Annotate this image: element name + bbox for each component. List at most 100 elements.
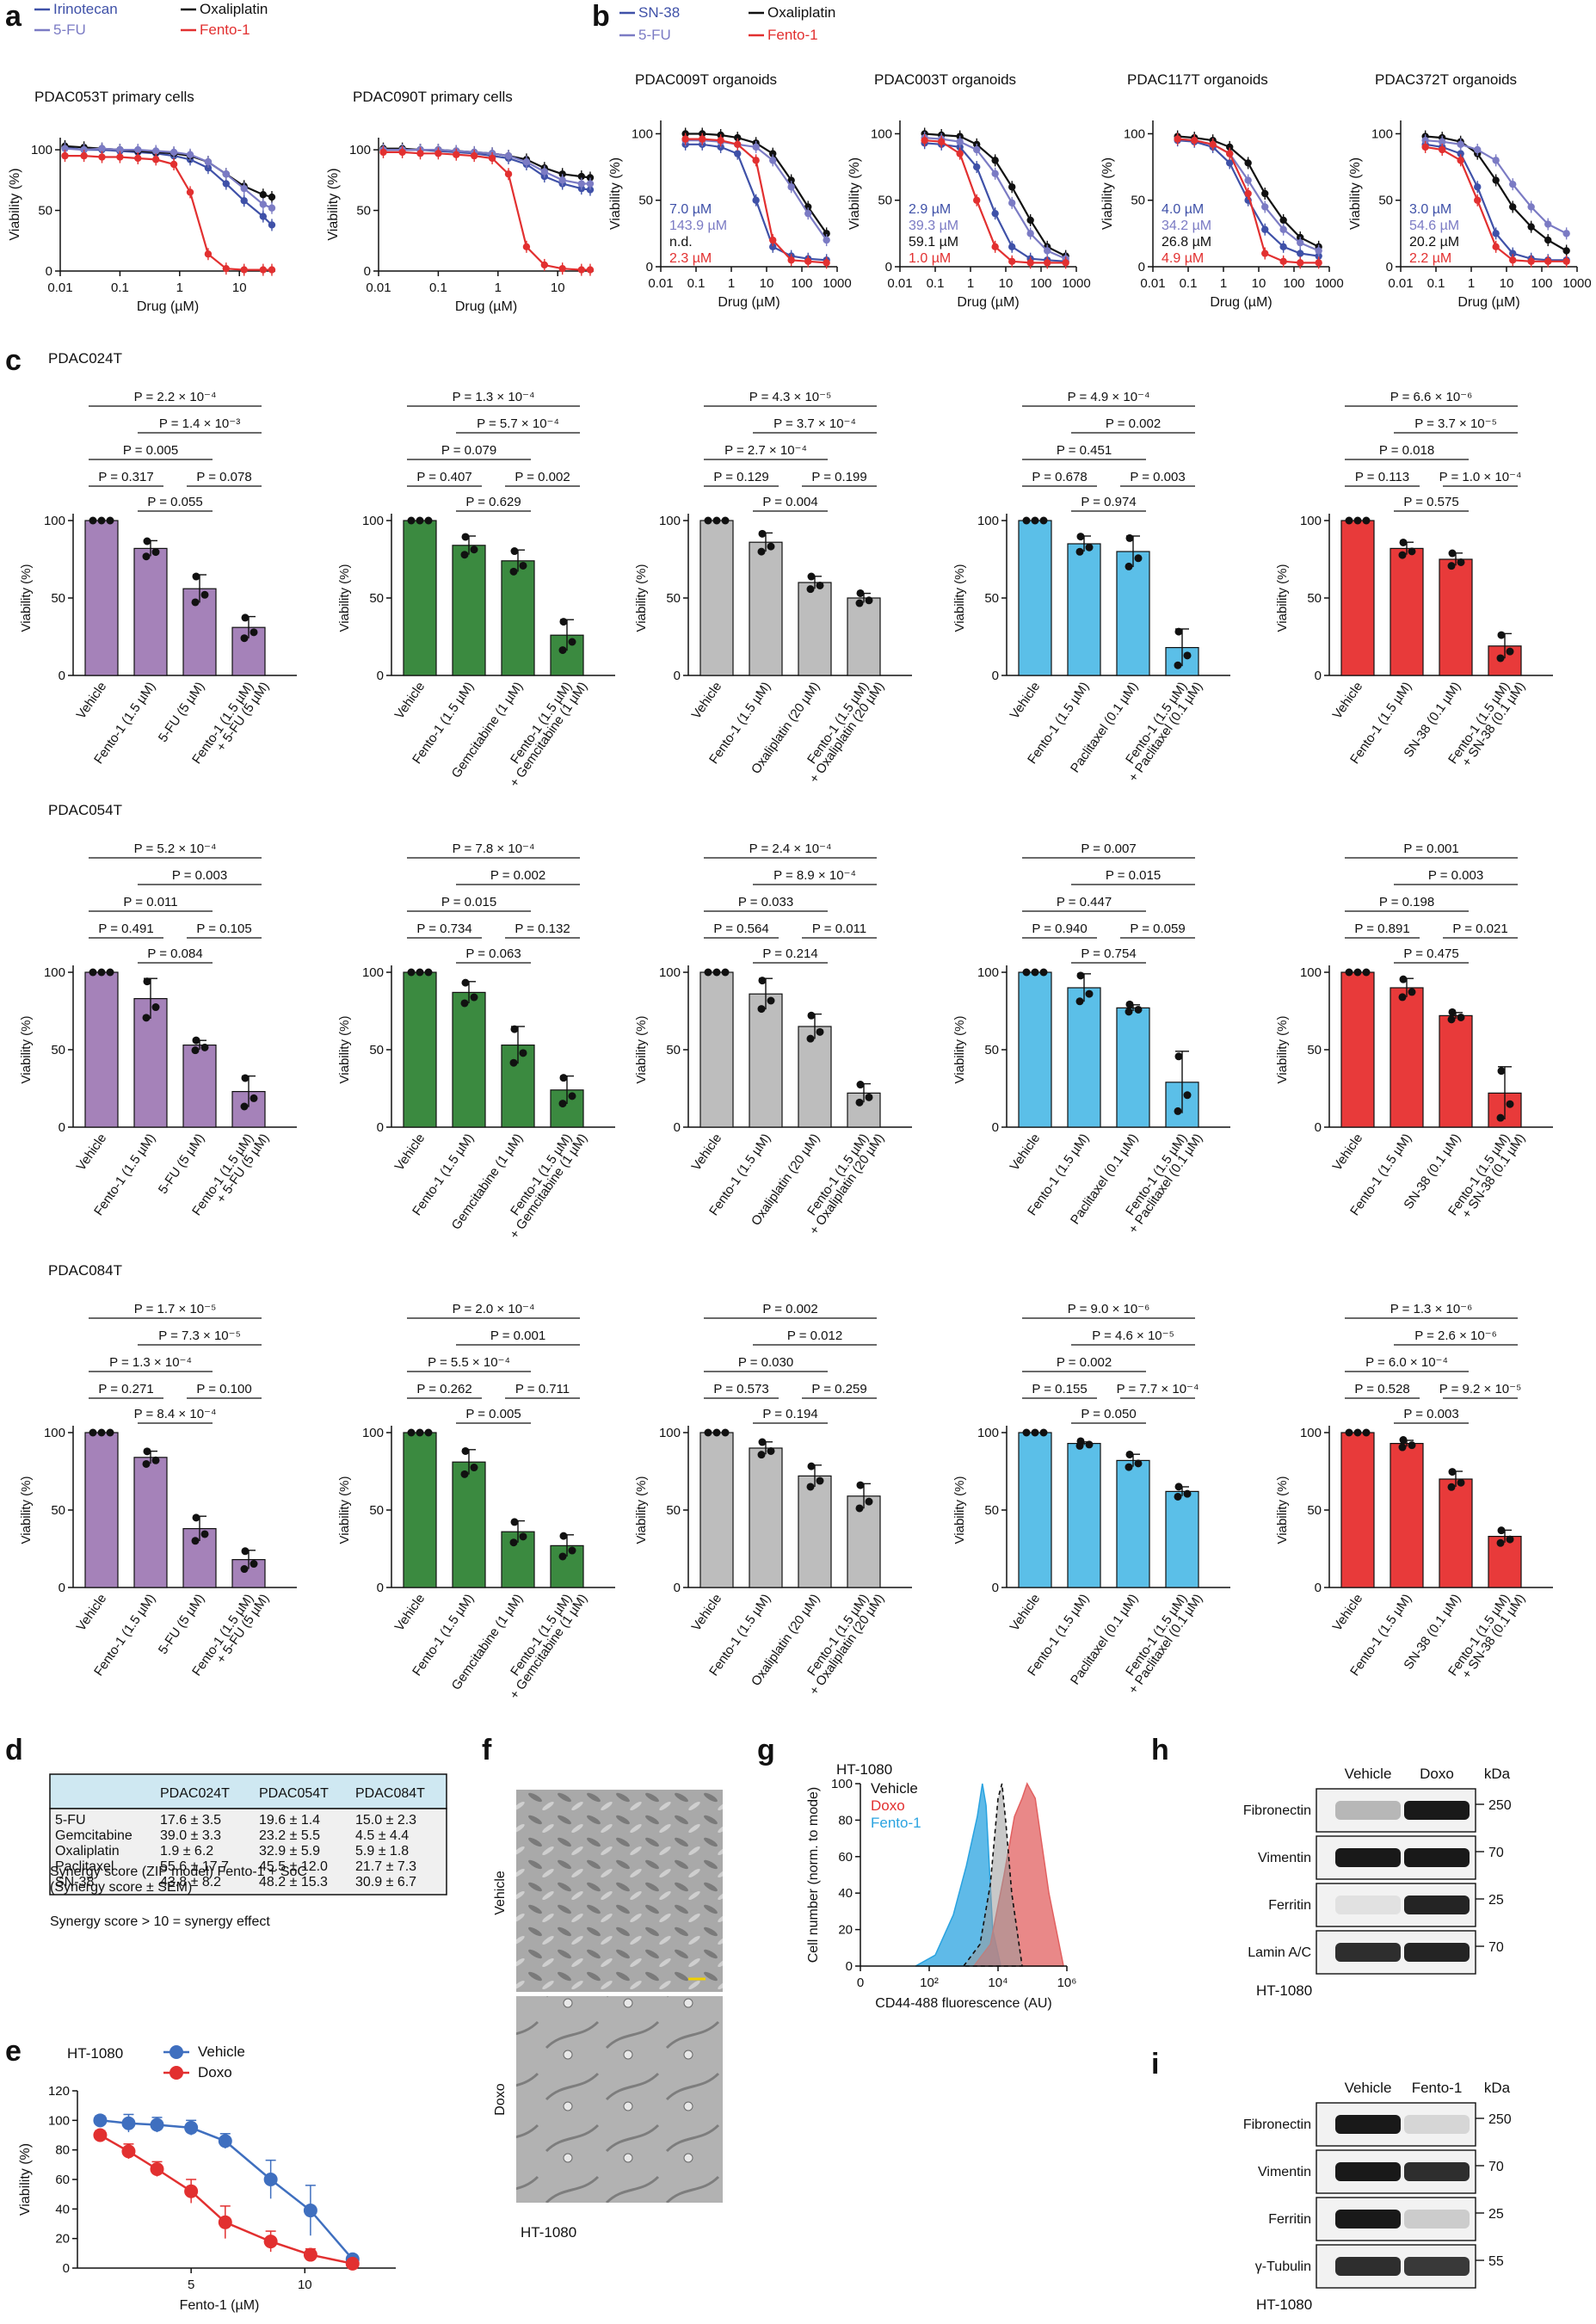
p-value-label: P = 0.001	[490, 1328, 545, 1343]
p-value-label: P = 0.940	[1032, 922, 1087, 936]
replicate-dot	[424, 516, 433, 525]
p-value-label: P = 1.4 × 10⁻³	[159, 416, 240, 431]
replicate-dot	[1031, 968, 1039, 977]
replicate-dot	[250, 1560, 258, 1569]
x-tick-label: 1000	[1562, 276, 1591, 291]
y-tick-label: 50	[1131, 194, 1145, 208]
ic50-label: 20.2 µM	[1409, 235, 1459, 250]
replicate-dot	[806, 1034, 815, 1043]
bar	[1340, 520, 1375, 676]
replicate-dot	[1496, 654, 1505, 663]
p-value-label: P = 0.002	[762, 1302, 817, 1316]
replicate-dot	[200, 1043, 209, 1051]
x-tick-label: 0.01	[47, 280, 72, 295]
table-cell: 45.5 ± 12.0	[259, 1859, 328, 1874]
x-tick-label: 100	[1283, 276, 1304, 291]
x-tick-label: + Oxaliplatin (20 µM)	[807, 1592, 888, 1698]
replicate-dot	[1496, 1538, 1505, 1547]
replicate-dot	[519, 561, 527, 570]
p-value-label: P = 0.078	[196, 470, 251, 484]
replicate-dot	[460, 551, 469, 559]
x-axis-label: Drug (µM)	[718, 295, 780, 310]
p-value-label: P = 0.005	[123, 443, 178, 458]
replicate-dot	[407, 516, 416, 525]
y-tick-label: 100	[831, 1777, 853, 1791]
y-tick-label: 50	[51, 1043, 65, 1057]
legend-label: 5-FU	[53, 22, 86, 38]
replicate-dot	[142, 1014, 151, 1022]
table-cell: 32.9 ± 5.9	[259, 1844, 320, 1859]
legend-label: Irinotecan	[53, 1, 118, 17]
replicate-dot	[1125, 533, 1134, 542]
y-tick-label: 50	[666, 591, 681, 606]
p-value-label: P = 7.3 × 10⁻⁵	[158, 1328, 241, 1343]
replicate-dot	[416, 968, 424, 977]
y-axis-label: Viability (%)	[608, 157, 623, 230]
replicate-dot	[856, 1481, 865, 1489]
y-axis-label: Viability (%)	[847, 157, 862, 230]
y-tick-label: 0	[1138, 260, 1145, 274]
y-tick-label: 0	[59, 1581, 65, 1595]
unit-label: kDa	[1484, 2080, 1511, 2096]
panel-g: HT-1080 0 20 40 60 80 100 0 10² 10⁴ 10⁶ CD44-488 fl…	[806, 1761, 1076, 2011]
marker-label: 70	[1488, 2160, 1504, 2174]
ic50-label: 143.9 µM	[669, 219, 727, 233]
ic50-label: 2.3 µM	[669, 251, 712, 266]
blot-band	[1404, 1896, 1470, 1914]
p-value-label: P = 1.3 × 10⁻⁴	[109, 1355, 192, 1370]
replicate-dot	[240, 634, 249, 643]
y-axis-label: Viability (%)	[1100, 157, 1115, 230]
bar	[1340, 971, 1375, 1128]
p-value-label: P = 0.155	[1032, 1382, 1087, 1396]
y-axis-label: Viability (%)	[634, 1476, 649, 1544]
y-tick-label: 100	[871, 126, 892, 141]
y-axis-label: Viability (%)	[337, 564, 352, 632]
y-tick-label: 60	[55, 2173, 70, 2187]
replicate-dot	[509, 567, 518, 576]
y-tick-label: 100	[632, 126, 653, 141]
y-tick-label: 100	[362, 965, 384, 980]
y-tick-label: 100	[349, 143, 371, 157]
blot-band	[1335, 2162, 1401, 2181]
replicate-dot	[424, 968, 433, 977]
p-value-label: P = 4.3 × 10⁻⁵	[749, 390, 832, 404]
replicate-dot	[1448, 1468, 1457, 1476]
replicate-dot	[1447, 1483, 1456, 1491]
y-tick-label: 0	[377, 1581, 384, 1595]
y-tick-label: 50	[369, 1043, 384, 1057]
legend-label: Vehicle	[871, 1780, 918, 1797]
blot-band	[1335, 2115, 1401, 2134]
table-cell: 4.5 ± 4.4	[355, 1828, 409, 1843]
bar	[798, 1475, 832, 1588]
replicate-dot	[191, 598, 200, 607]
panel-letter-e: e	[5, 2035, 22, 2068]
replicate-dot	[519, 1532, 527, 1541]
blot-band	[1404, 2162, 1470, 2181]
p-value-label: P = 0.002	[1057, 1355, 1112, 1370]
plot-title: HT-1080	[836, 1761, 892, 1778]
p-value-label: P = 2.0 × 10⁻⁴	[453, 1302, 535, 1316]
x-tick-label: Vehicle	[1330, 680, 1366, 722]
ic50-label: 1.0 µM	[909, 251, 951, 266]
bar	[403, 1432, 437, 1588]
y-tick-label: 80	[838, 1813, 853, 1828]
table-header-bg	[49, 1773, 447, 1809]
y-axis-label: Viability (%)	[952, 1016, 967, 1084]
data-point	[184, 2120, 199, 2135]
table-cell: Gemcitabine	[55, 1828, 132, 1843]
replicate-dot	[241, 1074, 250, 1082]
x-tick-label: 0.1	[1180, 276, 1198, 291]
y-tick-label: 100	[48, 2113, 70, 2128]
replicate-dot	[192, 1513, 200, 1522]
y-axis-label: Viability (%)	[1275, 1016, 1290, 1084]
p-value-label: P = 0.059	[1130, 922, 1185, 936]
replicate-dot	[767, 542, 775, 551]
panel-letter-c: c	[5, 344, 22, 377]
blot-band	[1404, 2210, 1470, 2228]
p-value-label: P = 0.491	[98, 922, 153, 936]
replicate-dot	[1448, 549, 1457, 558]
replicate-dot	[1031, 1428, 1039, 1437]
bar	[1488, 1535, 1522, 1588]
data-point	[303, 2204, 317, 2218]
